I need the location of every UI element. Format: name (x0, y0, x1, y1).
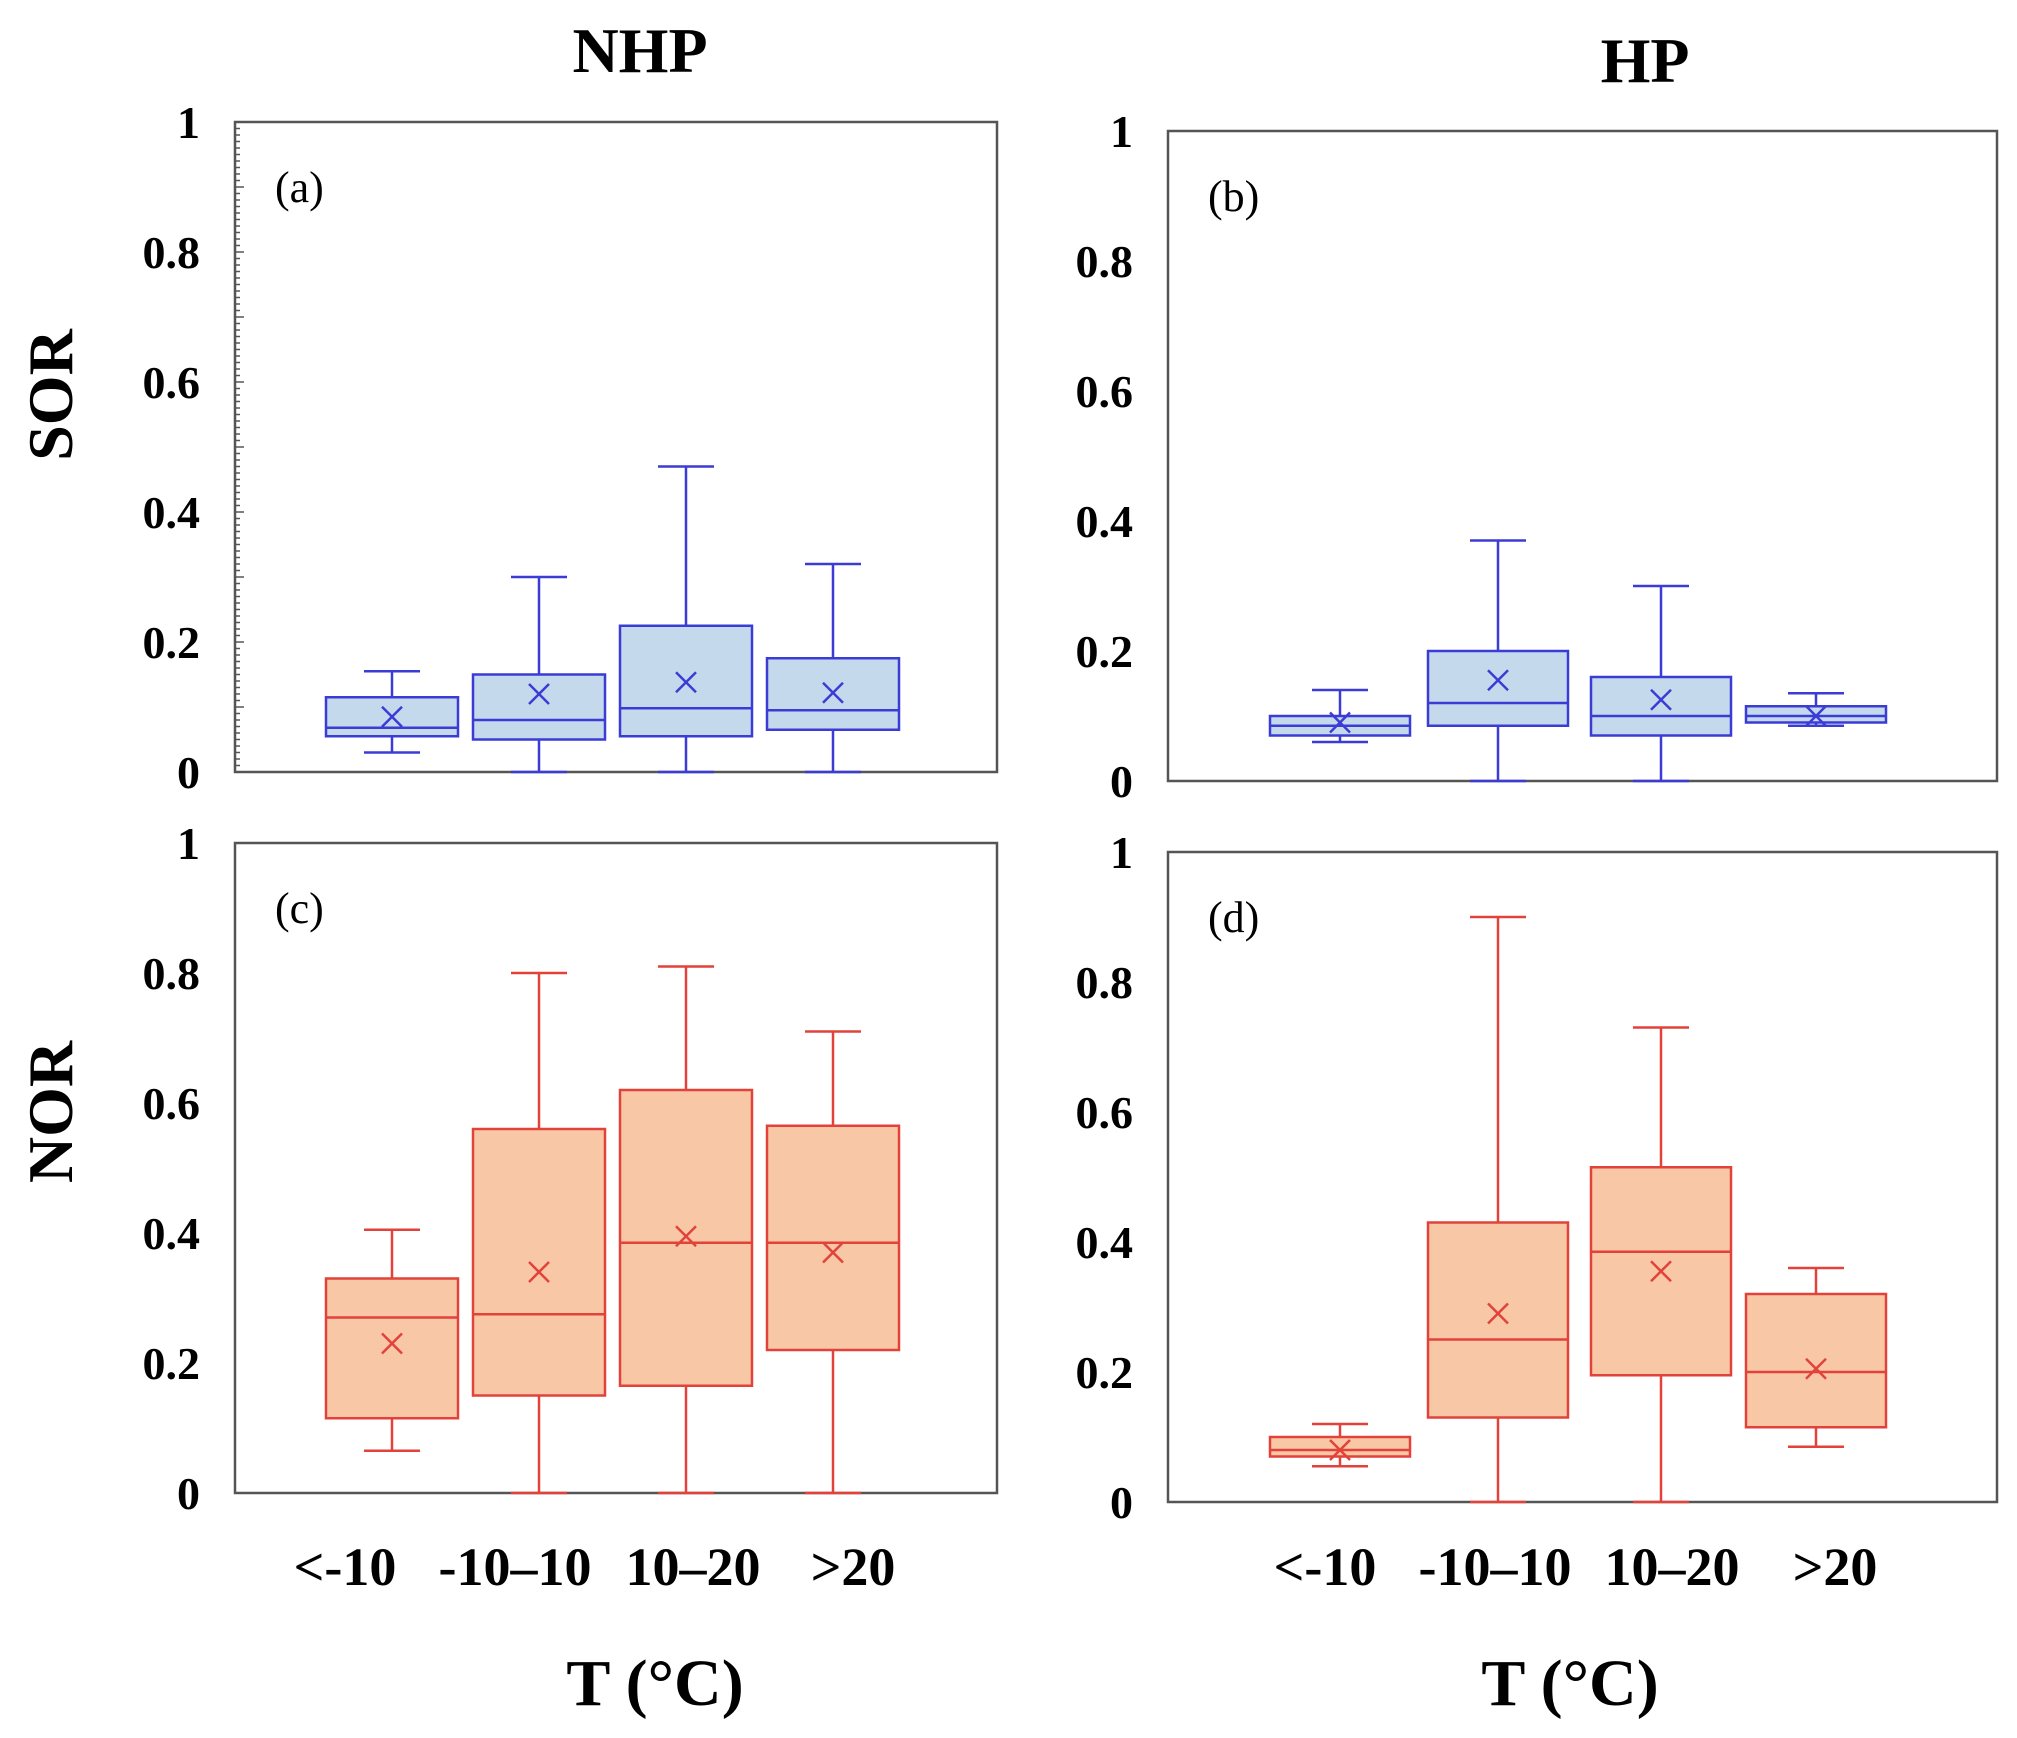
plot-frame (1166, 850, 1999, 1504)
y-tick-label: 0.6 (1076, 366, 1134, 417)
box-1 (1268, 1422, 1412, 1468)
mean-marker (1329, 1439, 1351, 1461)
y-tick-label: 0.8 (143, 948, 201, 999)
panel-label: (b) (1208, 172, 1259, 221)
iqr-box (1744, 1292, 1888, 1429)
box-3 (618, 965, 754, 1495)
y-tick-label: 0.2 (143, 617, 201, 668)
iqr-box (1426, 649, 1570, 727)
iqr-box (1268, 1435, 1412, 1458)
mean-marker (528, 683, 550, 705)
mean-marker (528, 1261, 550, 1283)
panel-a: 0 0.2 0.4 0.6 0.8 1 (a) (143, 97, 999, 798)
iqr-box (324, 696, 460, 738)
box-2 (1426, 539, 1570, 783)
x-axis-title-nhp: T (°C) (566, 1647, 743, 1720)
y-tick-label: 0.6 (143, 357, 201, 408)
mean-marker (1805, 705, 1827, 727)
iqr-box (471, 1127, 607, 1397)
mean-marker (381, 1332, 403, 1355)
plot-frame (1166, 129, 1999, 783)
plot-frame (233, 841, 999, 1495)
mean-marker (381, 705, 403, 728)
y-tick-label: 0.6 (143, 1078, 201, 1129)
mean-marker (675, 671, 697, 694)
iqr-box (1426, 1221, 1570, 1419)
x-tick-label: >20 (811, 1537, 896, 1597)
box-4 (765, 562, 901, 774)
panel-label: (d) (1208, 893, 1259, 942)
y-tick-label: 0.8 (143, 227, 201, 278)
y-tick-label: 0 (1110, 1477, 1133, 1528)
x-tick-label: -10–10 (1419, 1537, 1572, 1597)
box-3 (1589, 584, 1733, 783)
y-tick-label: 0.4 (1076, 496, 1134, 547)
y-tick-label: 0 (1110, 756, 1133, 807)
panel-c: 0 0.2 0.4 0.6 0.8 1 (c) (143, 818, 999, 1519)
y-tick-label: 0.2 (143, 1338, 201, 1389)
row-label-sor: SOR (15, 328, 86, 460)
box-3 (1589, 1026, 1733, 1504)
y-tick-label: 1 (1110, 827, 1133, 878)
y-tick-label: 0.2 (1076, 1347, 1134, 1398)
box-2 (471, 971, 607, 1495)
y-tick-label: 0.4 (143, 1208, 201, 1259)
y-tick-label: 0.8 (1076, 957, 1134, 1008)
y-tick-label: 0.4 (1076, 1217, 1134, 1268)
panel-b: 0 0.2 0.4 0.6 0.8 1 (b) (1076, 106, 1999, 807)
mean-marker (1329, 711, 1351, 734)
mean-marker (822, 681, 844, 704)
y-tick-label: 0.4 (143, 487, 201, 538)
mean-marker (1487, 1302, 1509, 1325)
iqr-box (1589, 675, 1733, 737)
column-title-hp: HP (1601, 25, 1690, 96)
y-tick-label: 1 (177, 818, 200, 869)
box-4 (1744, 1266, 1888, 1448)
mean-marker (1650, 688, 1672, 711)
mean-marker (1487, 669, 1509, 692)
panel-d: 0 0.2 0.4 0.6 0.8 1 (d) (1076, 827, 1999, 1528)
mean-marker (1805, 1357, 1827, 1380)
x-tick-label: 10–20 (1605, 1537, 1740, 1597)
y-tick-label: 0 (177, 1468, 200, 1519)
column-title-nhp: NHP (572, 15, 707, 86)
y-tick-label: 0 (177, 747, 200, 798)
box-1 (1268, 688, 1412, 744)
box-4 (1744, 692, 1888, 727)
x-tick-label: <-10 (1274, 1537, 1377, 1597)
iqr-box (471, 673, 607, 741)
x-tick-label: <-10 (294, 1537, 397, 1597)
y-tick-label: 0.2 (1076, 626, 1134, 677)
panel-label: (a) (275, 163, 324, 212)
mean-marker (675, 1225, 697, 1248)
x-tick-label: >20 (1793, 1537, 1878, 1597)
row-label-nor: NOR (15, 1040, 86, 1183)
x-tick-label: -10–10 (439, 1537, 592, 1597)
box-1 (324, 670, 460, 754)
y-tick-label: 0.8 (1076, 236, 1134, 287)
iqr-box (765, 1124, 901, 1352)
mean-marker (822, 1241, 844, 1264)
box-4 (765, 1030, 901, 1495)
mean-marker (1650, 1260, 1672, 1283)
box-1 (324, 1228, 460, 1452)
y-tick-label: 0.6 (1076, 1087, 1134, 1138)
x-tick-label: 10–20 (626, 1537, 761, 1597)
panel-label: (c) (275, 884, 324, 933)
y-tick-label: 1 (177, 97, 200, 148)
iqr-box (324, 1277, 460, 1420)
x-axis-title-hp: T (°C) (1481, 1647, 1658, 1720)
box-2 (1426, 915, 1570, 1504)
box-2 (471, 575, 607, 774)
box-3 (618, 465, 754, 774)
y-tick-label: 1 (1110, 106, 1133, 157)
